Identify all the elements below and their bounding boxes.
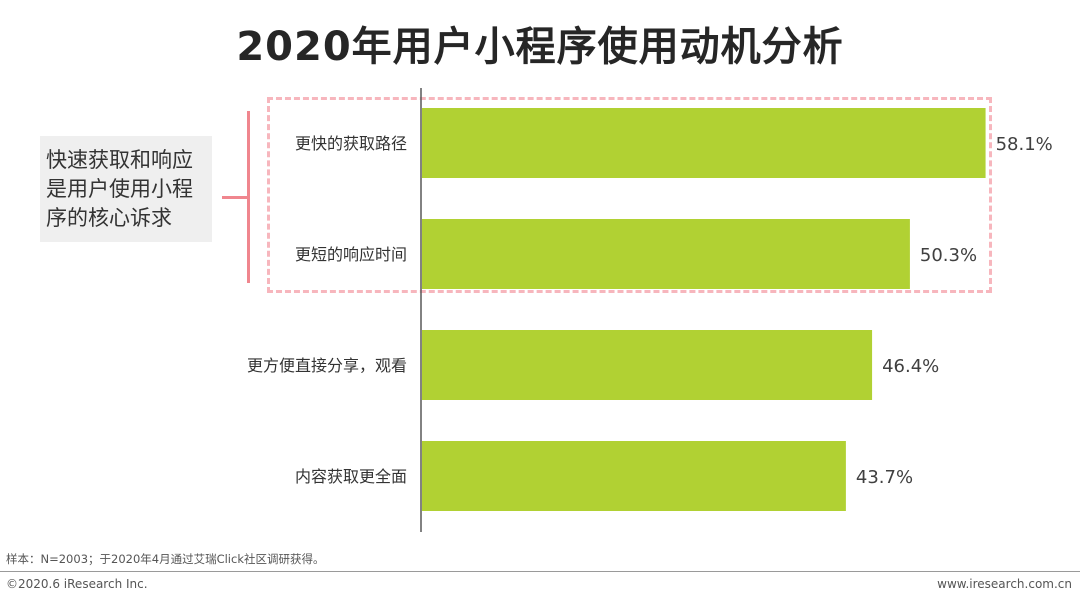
callout-text: 快速获取和响应是用户使用小程序的核心诉求 — [46, 148, 193, 230]
bar — [422, 108, 986, 178]
category-label: 更快的获取路径 — [295, 134, 407, 153]
callout-box: 快速获取和响应是用户使用小程序的核心诉求 — [40, 136, 212, 242]
bar — [422, 219, 910, 289]
copyright: ©2020.6 iResearch Inc. — [6, 577, 148, 591]
chart-title: 2020年用户小程序使用动机分析 — [236, 24, 844, 70]
footnote: 样本：N=2003；于2020年4月通过艾瑞Click社区调研获得。 — [6, 552, 325, 566]
category-label: 更方便直接分享，观看 — [247, 356, 407, 375]
category-label: 内容获取更全面 — [295, 467, 407, 486]
value-label: 58.1% — [996, 134, 1053, 155]
bracket-connector — [222, 196, 249, 199]
value-label: 46.4% — [882, 356, 939, 377]
value-label: 50.3% — [920, 245, 977, 266]
bar — [422, 441, 846, 511]
value-label: 43.7% — [856, 467, 913, 488]
footer-divider — [0, 571, 1080, 572]
bar — [422, 330, 873, 400]
website-url: www.iresearch.com.cn — [937, 577, 1072, 591]
highlight-dashed-box — [267, 97, 992, 293]
category-label: 更短的响应时间 — [295, 245, 407, 264]
